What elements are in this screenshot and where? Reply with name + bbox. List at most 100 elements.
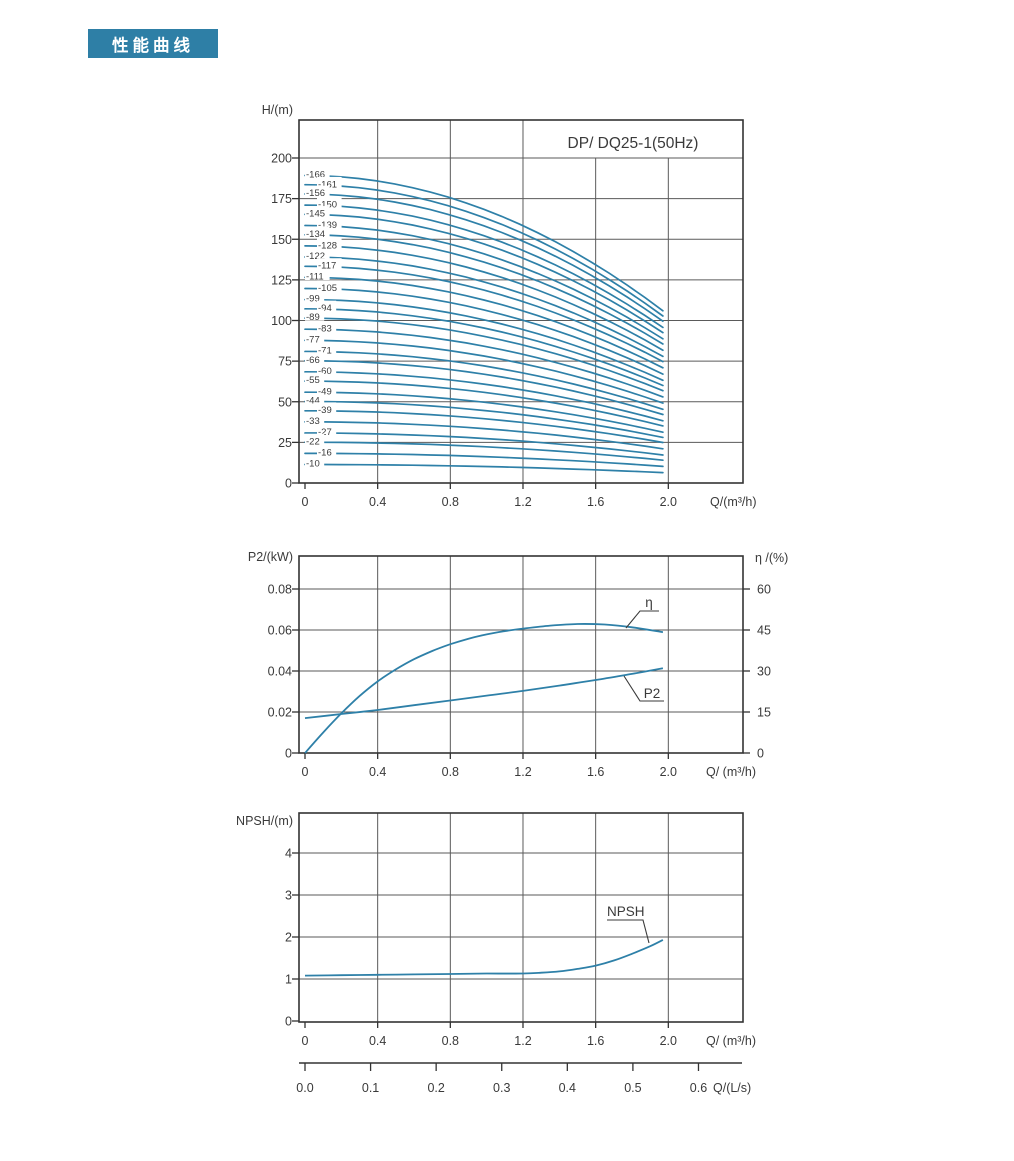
y-tick-label: 200	[271, 152, 292, 166]
lps-tick-label: 0.3	[493, 1081, 510, 1095]
lps-tick-label: 0.1	[362, 1081, 379, 1095]
stage-curve-label-bg	[305, 167, 330, 179]
stage-curve	[304, 391, 664, 434]
y-axis-unit-label: H/(m)	[262, 103, 293, 117]
stage-curve-label: -49	[318, 386, 332, 397]
stage-curve-label-bg	[317, 258, 342, 270]
y-tick-label: 0.04	[268, 665, 292, 679]
stage-curve	[304, 213, 664, 334]
stage-curve-label: -145	[306, 209, 325, 220]
npsh-callout-label: NPSH	[607, 904, 645, 919]
npsh-curve	[304, 939, 664, 977]
stage-curve-label: -60	[318, 366, 332, 377]
stage-curve	[304, 452, 664, 468]
stage-curve-label: -16	[318, 447, 332, 458]
lps-tick-label: 0.6	[690, 1081, 707, 1095]
y-tick-label: 3	[285, 889, 292, 903]
stage-curve-label: -139	[318, 220, 337, 231]
stage-curve-label: -128	[318, 240, 337, 251]
x-tick-label: 2.0	[660, 495, 677, 509]
x-tick-label: 0.8	[442, 765, 459, 779]
y-axis-unit-label: NPSH/(m)	[236, 814, 293, 828]
x-tick-label: 1.6	[587, 495, 604, 509]
stage-curve-label: -71	[318, 346, 332, 357]
y-tick-label: 50	[278, 395, 292, 409]
x-axis-unit-label: Q/(m³/h)	[710, 495, 757, 509]
x-tick-label: 0	[302, 765, 309, 779]
y-tick-label: 4	[285, 847, 292, 861]
stage-curve-label: -39	[318, 405, 332, 416]
y-tick-label-right: 30	[757, 665, 771, 679]
chart-frame	[298, 555, 744, 754]
stage-curve-label-bg	[317, 402, 337, 414]
stage-curve	[304, 183, 664, 317]
y-tick-label: 75	[278, 355, 292, 369]
y-tick-label: 0.06	[268, 624, 292, 638]
chart-title: DP/ DQ25-1(50Hz)	[568, 135, 699, 152]
stage-curve-label-bg	[305, 226, 330, 238]
stage-curve	[304, 400, 664, 439]
stage-curve-label-bg	[305, 455, 325, 467]
x-tick-label: 1.6	[587, 1034, 604, 1048]
stage-curve-label: -33	[306, 416, 320, 427]
efficiency-callout-label: η	[645, 595, 653, 610]
stage-curve	[304, 409, 664, 444]
stage-curve	[304, 380, 664, 427]
stage-curve-label-bg	[317, 237, 342, 249]
lps-tick-label: 0.0	[296, 1081, 313, 1095]
efficiency-callout-line	[625, 610, 659, 629]
lps-tick-label: 0.4	[559, 1081, 576, 1095]
efficiency-curve	[304, 623, 664, 754]
y-tick-label-right: 45	[757, 624, 771, 638]
section-title: 性能曲线	[112, 36, 194, 55]
y-tick-label: 0.08	[268, 583, 292, 597]
y-tick-label: 0	[285, 1015, 292, 1029]
x-tick-label: 0.8	[442, 495, 459, 509]
stage-curve-label: -166	[306, 170, 325, 181]
stage-curve-label: -22	[306, 436, 320, 447]
stage-curve-label-bg	[317, 321, 337, 333]
x-tick-label: 1.2	[514, 765, 531, 779]
power-callout-line	[623, 675, 664, 702]
section-title-badge: 性能曲线	[88, 29, 218, 58]
y-tick-label: 100	[271, 314, 292, 328]
x-tick-label: 1.2	[514, 1034, 531, 1048]
stage-curve-label-bg	[317, 444, 337, 456]
y-tick-label: 1	[285, 973, 292, 987]
y-tick-label-right: 0	[757, 747, 764, 761]
stage-curve-label: -55	[306, 375, 320, 386]
stage-curve	[304, 224, 664, 340]
stage-curve	[304, 441, 664, 462]
x-tick-label: 2.0	[660, 1034, 677, 1048]
stage-curve	[304, 276, 664, 369]
stage-curve-label: -27	[318, 427, 332, 438]
stage-curve-label-bg	[317, 176, 342, 188]
y-tick-label-right: 60	[757, 583, 771, 597]
stage-curve-label: -161	[318, 179, 337, 190]
x-axis-unit-label: Q/ (m³/h)	[706, 1034, 756, 1048]
y-tick-label: 0	[285, 747, 292, 761]
right-axis-unit-label: η /(%)	[755, 551, 788, 565]
stage-curve-label-bg	[305, 291, 325, 303]
x-tick-label: 0	[302, 495, 309, 509]
stage-curve	[304, 245, 664, 352]
stage-curve-label: -156	[306, 188, 325, 199]
x-tick-label: 0	[302, 1034, 309, 1048]
stage-curve	[304, 298, 664, 382]
left-axis-unit-label: P2/(kW)	[248, 550, 293, 564]
chart-frame	[298, 119, 744, 484]
stage-curve-label: -89	[306, 312, 320, 323]
stage-curve	[304, 174, 664, 312]
y-tick-label: 0.02	[268, 706, 292, 720]
y-tick-label-right: 15	[757, 706, 771, 720]
stage-curve-label: -66	[306, 355, 320, 366]
y-tick-label: 0	[285, 477, 292, 491]
y-tick-label: 125	[271, 273, 292, 287]
stage-curve-label-bg	[305, 309, 325, 321]
stage-curve	[304, 339, 664, 404]
stage-curve-label: -122	[306, 251, 325, 262]
stage-curve	[304, 421, 664, 450]
stage-curve-label: -117	[318, 261, 336, 272]
x-tick-label: 0.8	[442, 1034, 459, 1048]
